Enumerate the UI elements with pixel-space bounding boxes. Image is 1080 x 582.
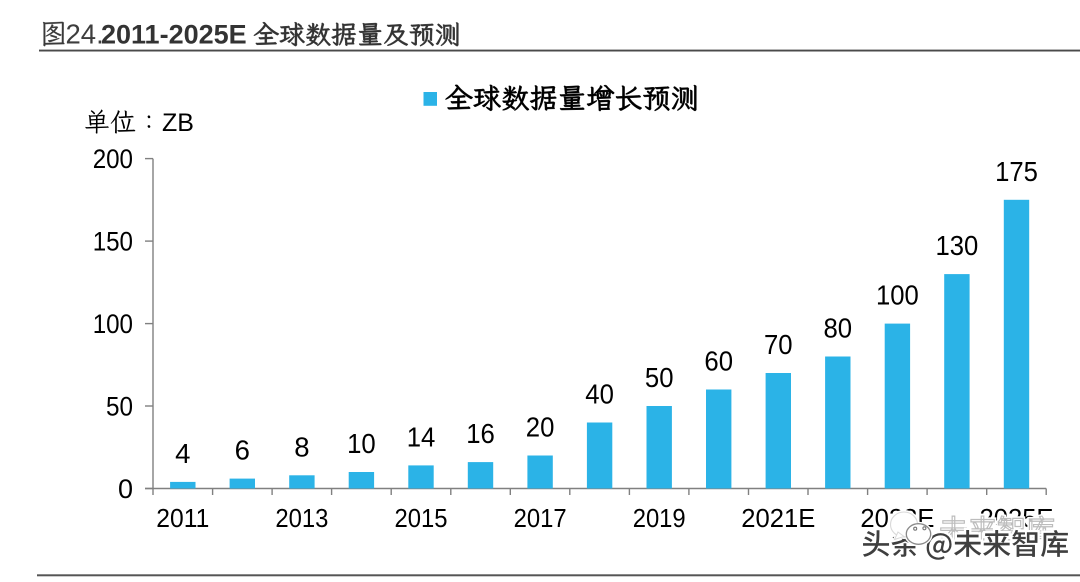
svg-text:2011: 2011 (156, 503, 209, 533)
svg-text:100: 100 (93, 309, 133, 339)
svg-text:40: 40 (585, 379, 614, 410)
svg-text:80: 80 (824, 313, 853, 344)
svg-text:ZB: ZB (162, 109, 194, 137)
svg-text:150: 150 (93, 226, 133, 256)
svg-text:2013: 2013 (275, 503, 328, 533)
svg-text:130: 130 (936, 230, 979, 261)
svg-text:0: 0 (118, 474, 133, 504)
svg-text:100: 100 (876, 280, 919, 311)
svg-text:50: 50 (645, 362, 674, 393)
svg-text:8: 8 (294, 431, 309, 462)
svg-text:50: 50 (106, 391, 133, 421)
svg-text:200: 200 (93, 144, 133, 174)
svg-text:2011-2025E: 2011-2025E (101, 20, 247, 50)
svg-text:2021E: 2021E (741, 503, 815, 533)
svg-text:70: 70 (764, 329, 793, 360)
svg-text:175: 175 (995, 156, 1038, 187)
svg-text:16: 16 (466, 418, 495, 449)
svg-text:60: 60 (704, 346, 733, 377)
svg-text:20: 20 (526, 412, 555, 443)
svg-text:10: 10 (347, 428, 376, 459)
svg-text:2017: 2017 (514, 503, 567, 533)
svg-text:2015: 2015 (395, 503, 448, 533)
svg-text:14: 14 (407, 421, 436, 452)
svg-text:6: 6 (235, 435, 250, 466)
svg-text:2019: 2019 (633, 503, 686, 533)
svg-text:4: 4 (175, 438, 190, 469)
svg-text:24.: 24. (66, 19, 104, 50)
